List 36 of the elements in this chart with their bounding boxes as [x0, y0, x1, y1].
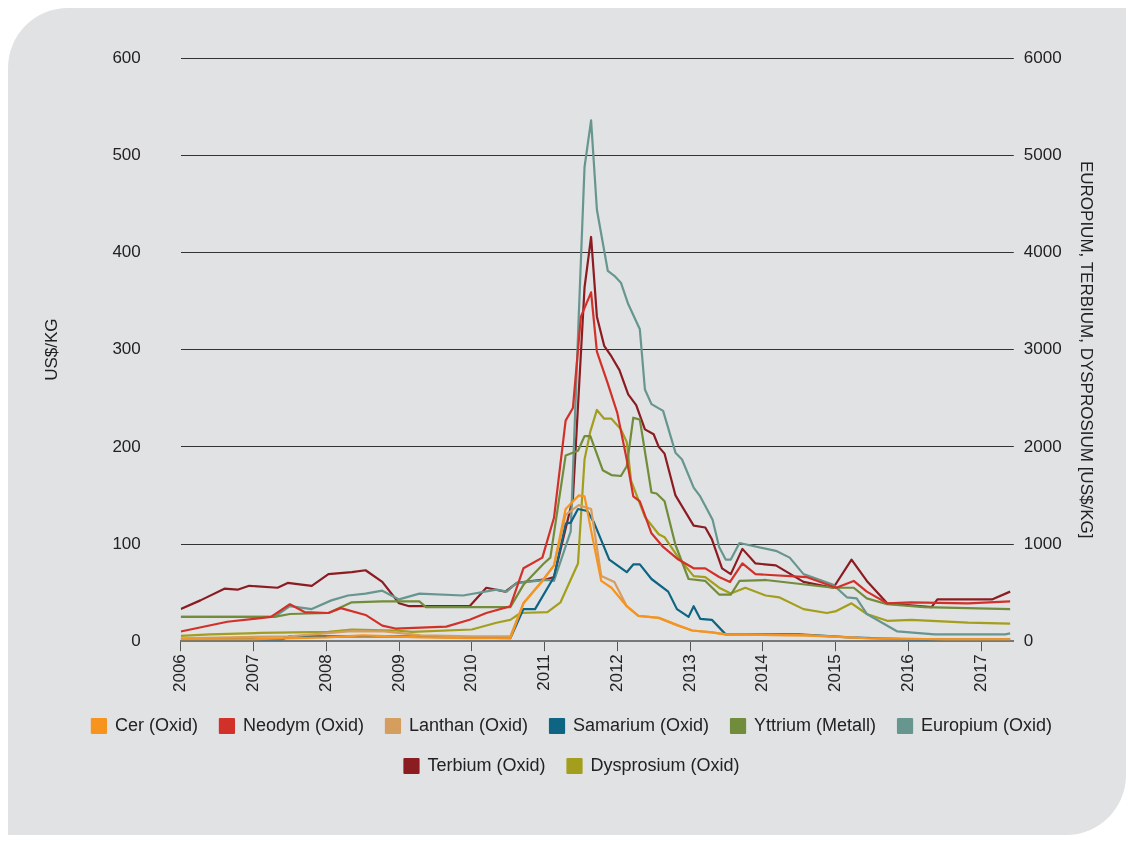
y-tick-label: 300: [112, 339, 141, 359]
x-tick-label: 2007: [243, 654, 263, 693]
y-tick-label: 400: [112, 242, 141, 262]
y2-tick-label: 3000: [1023, 339, 1062, 359]
y2-tick-label: 5000: [1023, 145, 1062, 165]
x-tick-label: 2006: [170, 654, 190, 693]
legend-label: Terbium (Oxid): [427, 754, 546, 775]
legend-label: Samarium (Oxid): [573, 714, 710, 735]
x-tick-label: 2013: [679, 654, 699, 693]
x-tick-label: 2010: [461, 654, 481, 693]
x-tick-label: 2012: [606, 654, 626, 693]
y2-tick-label: 4000: [1023, 242, 1062, 262]
y-tick-label: 500: [112, 145, 141, 165]
legend-label: Dysprosium (Oxid): [590, 754, 740, 775]
y2-tick-label: 0: [1023, 630, 1034, 650]
x-tick-label: 2011: [534, 654, 554, 691]
legend-label: Europium (Oxid): [921, 714, 1053, 735]
x-tick-label: 2008: [315, 654, 335, 693]
x-tick-label: 2009: [388, 654, 408, 693]
x-tick-label: 2017: [970, 654, 990, 693]
y2-tick-label: 6000: [1023, 47, 1062, 67]
legend-label: Cer (Oxid): [114, 714, 198, 735]
y-tick-label: 0: [131, 630, 141, 650]
y2-axis-title: EUROPIUM, TERBIUM, DYSPROSIUM [US$/KG]: [1077, 160, 1097, 539]
x-tick-label: 2015: [825, 654, 845, 693]
x-tick-label: 2014: [752, 654, 772, 693]
legend-label: Lanthan (Oxid): [408, 714, 529, 735]
y2-tick-label: 1000: [1023, 533, 1062, 553]
y-tick-label: 600: [112, 47, 141, 67]
legend-label: Neodym (Oxid): [242, 714, 364, 735]
y-axis-title: US$/KG: [41, 318, 61, 381]
y-tick-label: 200: [112, 436, 141, 456]
y-tick-label: 100: [112, 533, 141, 553]
y2-tick-label: 2000: [1023, 436, 1062, 456]
x-tick-label: 2016: [897, 654, 917, 693]
legend-label: Yttrium (Metall): [754, 714, 877, 735]
